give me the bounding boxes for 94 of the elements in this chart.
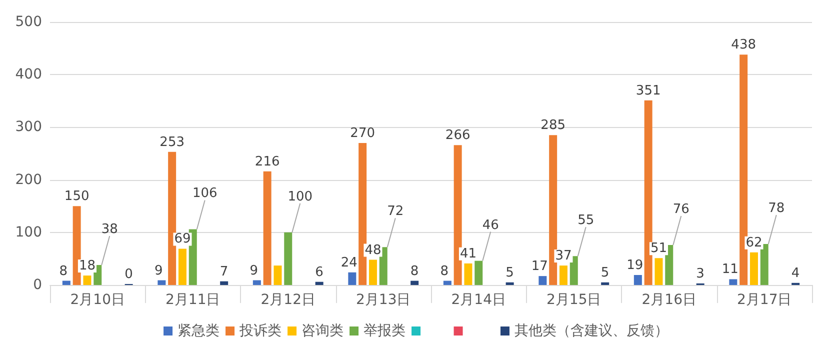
bar — [760, 244, 768, 285]
legend-label: 投诉类 — [238, 323, 282, 339]
data-label: 11 — [722, 262, 738, 278]
bar — [62, 280, 70, 285]
bar — [750, 252, 758, 285]
bar — [601, 282, 610, 285]
y-tick-label: 0 — [33, 277, 42, 293]
bar — [348, 272, 356, 285]
bar — [729, 279, 738, 285]
data-label: 270 — [350, 126, 375, 141]
bar — [549, 135, 558, 285]
x-tick-label: 2月10日 — [70, 292, 125, 308]
data-label: 9 — [154, 263, 163, 278]
bar — [474, 260, 483, 285]
bar — [538, 276, 547, 285]
data-label: 4 — [791, 266, 800, 281]
bar — [72, 206, 81, 285]
bar — [188, 229, 197, 285]
data-label: 17 — [531, 259, 548, 274]
data-label: 253 — [160, 134, 184, 150]
x-tick-label: 2月11日 — [166, 292, 220, 308]
bar — [644, 100, 652, 285]
data-label: 285 — [540, 118, 566, 134]
bar — [410, 280, 419, 285]
data-label: 7 — [220, 264, 228, 280]
data-label: 216 — [254, 154, 280, 170]
data-label: 9 — [250, 263, 258, 278]
y-tick-label: 100 — [15, 224, 42, 240]
bar — [740, 54, 748, 285]
legend-label: 紧急类 — [178, 323, 220, 339]
legend-label: 咨询类 — [302, 323, 344, 339]
bar — [570, 256, 578, 285]
x-tick-label: 2月12日 — [260, 292, 316, 308]
bar — [263, 171, 272, 285]
data-label: 3 — [696, 266, 704, 282]
data-label: 266 — [445, 128, 470, 144]
data-label: 8 — [440, 264, 449, 279]
y-tick-label: 200 — [15, 172, 42, 188]
bar — [368, 260, 377, 285]
data-label: 100 — [288, 189, 313, 204]
data-label: 62 — [746, 235, 762, 250]
bar — [252, 280, 261, 285]
data-label: 41 — [460, 246, 476, 262]
data-label: 19 — [626, 258, 644, 274]
data-label: 46 — [482, 218, 499, 233]
bar — [158, 280, 166, 285]
bar — [379, 247, 388, 285]
data-label: 106 — [192, 186, 218, 202]
data-label: 0 — [124, 267, 133, 282]
data-label: 76 — [672, 202, 690, 218]
x-tick-label: 2月17日 — [737, 292, 792, 308]
data-label: 150 — [64, 189, 90, 204]
bar — [315, 282, 324, 285]
bar — [634, 275, 642, 285]
data-label: 72 — [387, 204, 404, 220]
bar — [665, 245, 674, 285]
bar — [284, 232, 292, 285]
legend-label: 其他类（含建议、反馈） — [514, 323, 668, 339]
bar — [559, 266, 568, 285]
data-label: 18 — [78, 258, 96, 274]
bar — [220, 281, 228, 285]
y-tick-label: 400 — [15, 66, 42, 83]
bar — [443, 280, 452, 285]
data-label: 5 — [600, 265, 610, 280]
bar — [168, 152, 176, 285]
data-label: 37 — [555, 248, 572, 264]
data-label: 48 — [364, 242, 382, 258]
x-tick-label: 2月15日 — [546, 292, 602, 308]
data-label: 24 — [340, 255, 358, 270]
data-label: 8 — [59, 264, 68, 279]
legend-label: 举报类 — [364, 323, 406, 339]
bar — [358, 142, 367, 285]
bar — [274, 266, 282, 285]
data-label: 78 — [768, 200, 785, 216]
x-tick-label: 2月13日 — [356, 292, 411, 308]
data-label: 51 — [650, 241, 667, 256]
bar — [178, 248, 186, 285]
x-tick-label: 2月14日 — [451, 292, 506, 308]
data-label: 438 — [731, 38, 756, 53]
data-label: 5 — [506, 265, 514, 280]
y-tick-label: 300 — [15, 119, 42, 136]
bar — [654, 258, 663, 285]
data-label: 6 — [315, 264, 324, 280]
data-label: 351 — [636, 83, 661, 98]
y-tick-label: 500 — [15, 14, 42, 30]
data-label: 8 — [410, 264, 419, 279]
bar — [454, 145, 462, 285]
x-tick-label: 2月16日 — [642, 292, 696, 308]
data-label: 69 — [174, 232, 191, 247]
data-label: 55 — [578, 213, 594, 228]
data-label: 38 — [101, 222, 118, 238]
bar — [83, 276, 92, 285]
bar — [464, 263, 472, 285]
bar — [506, 282, 514, 285]
